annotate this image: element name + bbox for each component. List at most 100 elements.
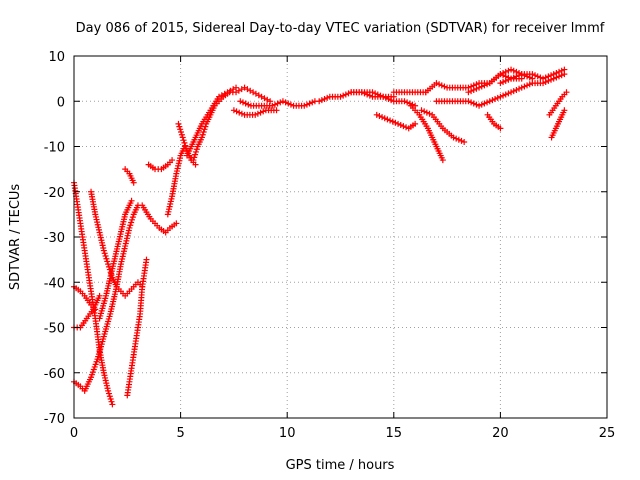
data-point xyxy=(107,395,114,402)
series-arc-20 xyxy=(418,107,468,145)
data-point xyxy=(540,75,547,82)
data-point xyxy=(470,100,477,107)
data-point xyxy=(478,101,485,108)
data-point xyxy=(109,401,116,408)
data-point xyxy=(192,151,199,158)
data-point xyxy=(465,89,472,96)
series-arc-17 xyxy=(348,89,419,109)
y-axis-label: SDTVAR / TECUs xyxy=(8,184,23,291)
data-point xyxy=(301,102,308,109)
x-tick-label: 20 xyxy=(492,426,509,441)
data-point xyxy=(563,89,570,96)
series-arc-18 xyxy=(373,111,419,132)
data-point xyxy=(309,99,316,106)
y-tick-label: 10 xyxy=(48,50,65,65)
data-point xyxy=(193,146,200,153)
series-arc-6 xyxy=(96,197,135,322)
data-point xyxy=(561,66,568,73)
data-point xyxy=(345,90,352,97)
data-point xyxy=(237,98,244,105)
data-point xyxy=(103,255,110,262)
data-point xyxy=(282,99,289,106)
data-point xyxy=(388,97,395,104)
data-point xyxy=(497,80,504,87)
data-point xyxy=(337,93,344,100)
y-tick-label: -50 xyxy=(44,322,65,337)
data-point xyxy=(126,224,133,231)
series-arc-28 xyxy=(548,107,568,141)
y-tick-label: -60 xyxy=(44,367,65,382)
series-arc-8 xyxy=(122,166,137,186)
data-point xyxy=(274,100,281,107)
data-point xyxy=(500,92,507,99)
data-point xyxy=(508,75,515,82)
data-point xyxy=(252,111,259,118)
data-point xyxy=(516,72,523,79)
data-point xyxy=(502,77,509,84)
data-point xyxy=(100,247,107,254)
data-point xyxy=(96,292,103,299)
data-point xyxy=(400,123,407,130)
data-point xyxy=(102,253,109,260)
y-tick-label: 0 xyxy=(57,95,65,110)
series-arc-23 xyxy=(433,71,568,109)
y-tick-label: -30 xyxy=(44,231,65,246)
chart-title: Day 086 of 2015, Sidereal Day-to-day VTE… xyxy=(76,21,605,36)
data-point xyxy=(481,100,488,107)
data-point xyxy=(200,129,207,136)
data-point xyxy=(180,137,187,144)
data-point xyxy=(510,74,517,81)
series-arc-26 xyxy=(484,111,504,132)
data-point xyxy=(233,84,240,91)
data-point xyxy=(101,250,108,257)
data-point xyxy=(502,68,509,75)
data-point xyxy=(387,117,394,124)
data-point xyxy=(385,95,392,102)
data-point xyxy=(178,131,185,138)
data-point xyxy=(233,108,240,115)
x-axis-label: GPS time / hours xyxy=(286,458,395,473)
data-point xyxy=(436,81,443,88)
data-point xyxy=(518,84,525,91)
data-point xyxy=(421,108,428,115)
data-point xyxy=(179,134,186,141)
data-point xyxy=(484,81,491,88)
data-point xyxy=(366,92,373,99)
data-point xyxy=(468,88,475,95)
series-arc-19 xyxy=(407,102,446,164)
data-point xyxy=(492,95,499,102)
data-point xyxy=(175,120,182,127)
data-point xyxy=(324,94,331,101)
data-point xyxy=(269,102,276,109)
data-point xyxy=(173,220,180,227)
grid xyxy=(74,56,607,418)
data-point xyxy=(545,73,552,80)
data-point xyxy=(412,120,419,127)
y-tick-label: -20 xyxy=(44,186,65,201)
series-arc-3 xyxy=(71,292,103,331)
data-point xyxy=(450,134,457,141)
data-point xyxy=(476,102,483,109)
data-point xyxy=(242,100,249,107)
data-point xyxy=(176,123,183,130)
data-point xyxy=(230,107,237,114)
x-tick-label: 15 xyxy=(386,426,403,441)
data-point xyxy=(389,118,396,125)
data-point xyxy=(129,214,136,221)
data-point xyxy=(361,90,368,97)
data-point xyxy=(508,66,515,73)
data-point xyxy=(534,73,541,80)
data-point xyxy=(561,107,568,114)
data-point xyxy=(364,91,371,98)
data-point xyxy=(254,110,261,117)
data-point xyxy=(556,68,563,75)
data-point xyxy=(303,101,310,108)
data-point xyxy=(489,97,496,104)
data-point xyxy=(505,76,512,83)
data-point xyxy=(484,99,491,106)
data-point xyxy=(468,99,475,106)
data-point xyxy=(306,100,313,107)
series-arc-25 xyxy=(497,66,568,87)
data-point xyxy=(198,134,205,141)
